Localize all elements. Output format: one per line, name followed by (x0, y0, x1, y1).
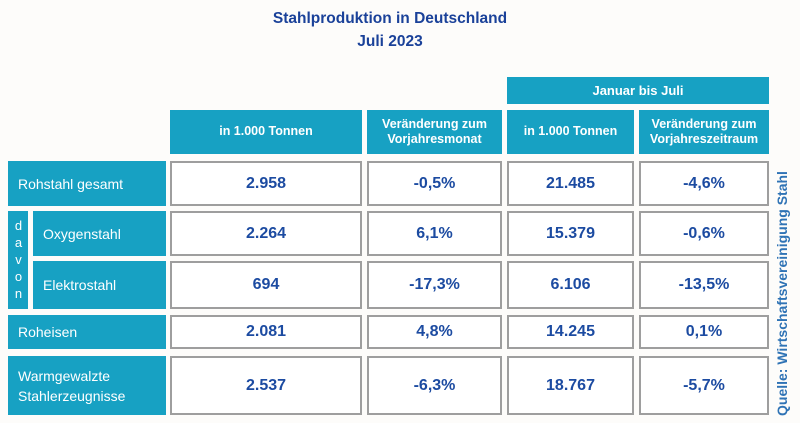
source-attribution: Quelle: Wirtschaftsvereinigung Stahl (774, 171, 790, 416)
column-header-tonnen-ytd: in 1.000 Tonnen (507, 110, 634, 154)
cell-roheisen-change-ytd: 0,1% (639, 315, 769, 349)
page-title-line2: Juli 2023 (357, 33, 423, 50)
cell-oxygenstahl-tonnen-month: 2.264 (170, 211, 362, 256)
row-label-oxygenstahl: Oxygenstahl (33, 211, 166, 256)
cell-oxygenstahl-change-month: 6,1% (367, 211, 502, 256)
page-title: Stahlproduktion in Deutschland Juli 2023 (0, 7, 780, 53)
cell-rohstahl-change-month: -0,5% (367, 161, 502, 206)
page-title-line1: Stahlproduktion in Deutschland (272, 10, 508, 27)
cell-elektrostahl-change-ytd: -13,5% (639, 261, 769, 309)
cell-rohstahl-tonnen-ytd: 21.485 (507, 161, 634, 206)
column-header-tonnen-month: in 1.000 Tonnen (170, 110, 362, 154)
row-label-warmgewalzte-stahlerzeugnisse: Warmgewalzte Stahlerzeugnisse (8, 356, 166, 415)
davon-vertical-text: davon (11, 217, 26, 303)
cell-roheisen-tonnen-month: 2.081 (170, 315, 362, 349)
cell-roheisen-tonnen-ytd: 14.245 (507, 315, 634, 349)
cell-oxygenstahl-change-ytd: -0,6% (639, 211, 769, 256)
column-header-change-vorjahresmonat: Veränderung zum Vorjahresmonat (367, 110, 502, 154)
column-header-change-vorjahreszeitraum: Veränderung zum Vorjahreszeitraum (639, 110, 769, 154)
row-label-elektrostahl: Elektrostahl (33, 261, 166, 309)
cell-rohstahl-change-ytd: -4,6% (639, 161, 769, 206)
cell-oxygenstahl-tonnen-ytd: 15.379 (507, 211, 634, 256)
cell-warmgewalzte-tonnen-ytd: 18.767 (507, 356, 634, 415)
cell-warmgewalzte-change-month: -6,3% (367, 356, 502, 415)
row-label-roheisen: Roheisen (8, 315, 166, 349)
cell-elektrostahl-change-month: -17,3% (367, 261, 502, 309)
cell-elektrostahl-tonnen-month: 694 (170, 261, 362, 309)
cell-roheisen-change-month: 4,8% (367, 315, 502, 349)
cell-warmgewalzte-tonnen-month: 2.537 (170, 356, 362, 415)
row-label-rohstahl-gesamt: Rohstahl gesamt (8, 161, 166, 206)
cell-elektrostahl-tonnen-ytd: 6.106 (507, 261, 634, 309)
column-group-header-januar-bis-juli: Januar bis Juli (507, 77, 769, 104)
cell-rohstahl-tonnen-month: 2.958 (170, 161, 362, 206)
row-group-label-davon: davon (8, 211, 28, 309)
cell-warmgewalzte-change-ytd: -5,7% (639, 356, 769, 415)
